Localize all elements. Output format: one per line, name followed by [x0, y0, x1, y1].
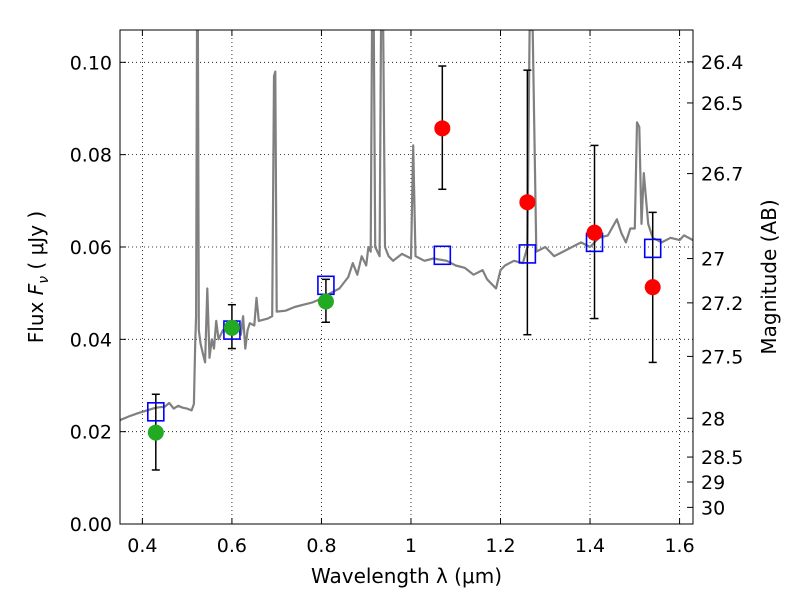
y-tick-label: 0.10 — [70, 52, 112, 74]
error-bars-layer — [151, 65, 657, 471]
photometry-point — [519, 194, 536, 211]
spectrum-line-layer — [120, 30, 693, 422]
y-axis-label-prefix: Flux — [24, 295, 48, 343]
magnitude-tick-label: 28 — [701, 408, 725, 430]
spectrum-line — [120, 30, 693, 422]
photometry-point — [147, 424, 164, 441]
y-tick-label: 0.02 — [70, 422, 112, 444]
x-tick-label: 1.6 — [664, 535, 694, 557]
grid-lines — [120, 30, 693, 525]
magnitude-tick-label: 26.4 — [701, 52, 743, 74]
x-tick-label: 1.2 — [485, 535, 515, 557]
photometry-point — [223, 319, 240, 336]
photometry-point — [434, 120, 451, 137]
model-square-marker — [643, 238, 662, 259]
magnitude-tick-label: 27 — [701, 249, 725, 271]
photometry-point — [586, 224, 603, 241]
x-tick-label: 1.4 — [575, 535, 605, 557]
x-axis-label: Wavelength λ (μm) — [311, 564, 502, 588]
magnitude-tick-label: 30 — [701, 497, 725, 519]
markers-layer — [147, 120, 662, 441]
y-tick-label: 0.06 — [70, 237, 112, 259]
magnitude-tick-label: 27.5 — [701, 346, 743, 368]
ticks-layer: 0.4 0.6 0.8 1 1.2 1.4 1.6 0.00 0.02 0.04 0.06 0.08 0… — [70, 30, 743, 557]
magnitude-tick-label: 29 — [701, 472, 725, 494]
x-tick-label: 0.8 — [306, 535, 336, 557]
x-tick-label: 0.4 — [127, 535, 157, 557]
magnitude-tick-label: 28.5 — [701, 447, 743, 469]
y-tick-label: 0.00 — [70, 514, 112, 536]
x-tick-label: 1 — [405, 535, 417, 557]
magnitude-tick-label: 27.2 — [701, 293, 743, 315]
model-square-marker — [518, 244, 537, 264]
magnitude-tick-label: 26.5 — [701, 93, 743, 115]
photometry-point — [644, 279, 661, 296]
y-axis-label-suffix: ( μJy ) — [24, 211, 48, 276]
plot-frame — [119, 29, 694, 525]
x-tick-label: 0.6 — [217, 535, 247, 557]
y-axis-label: Flux Fν ( μJy ) — [24, 211, 52, 343]
photometry-point — [317, 293, 334, 310]
y-axis-label-subscript: ν — [36, 276, 52, 284]
magnitude-tick-label: 26.7 — [701, 164, 743, 186]
model-square-marker — [433, 245, 452, 266]
y-tick-label: 0.04 — [70, 329, 112, 351]
model-square-marker — [147, 402, 165, 422]
magnitude-axis-label: Magnitude (AB) — [757, 199, 781, 354]
y-axis-label-variable: F — [24, 283, 48, 295]
y-tick-label: 0.08 — [70, 145, 112, 167]
